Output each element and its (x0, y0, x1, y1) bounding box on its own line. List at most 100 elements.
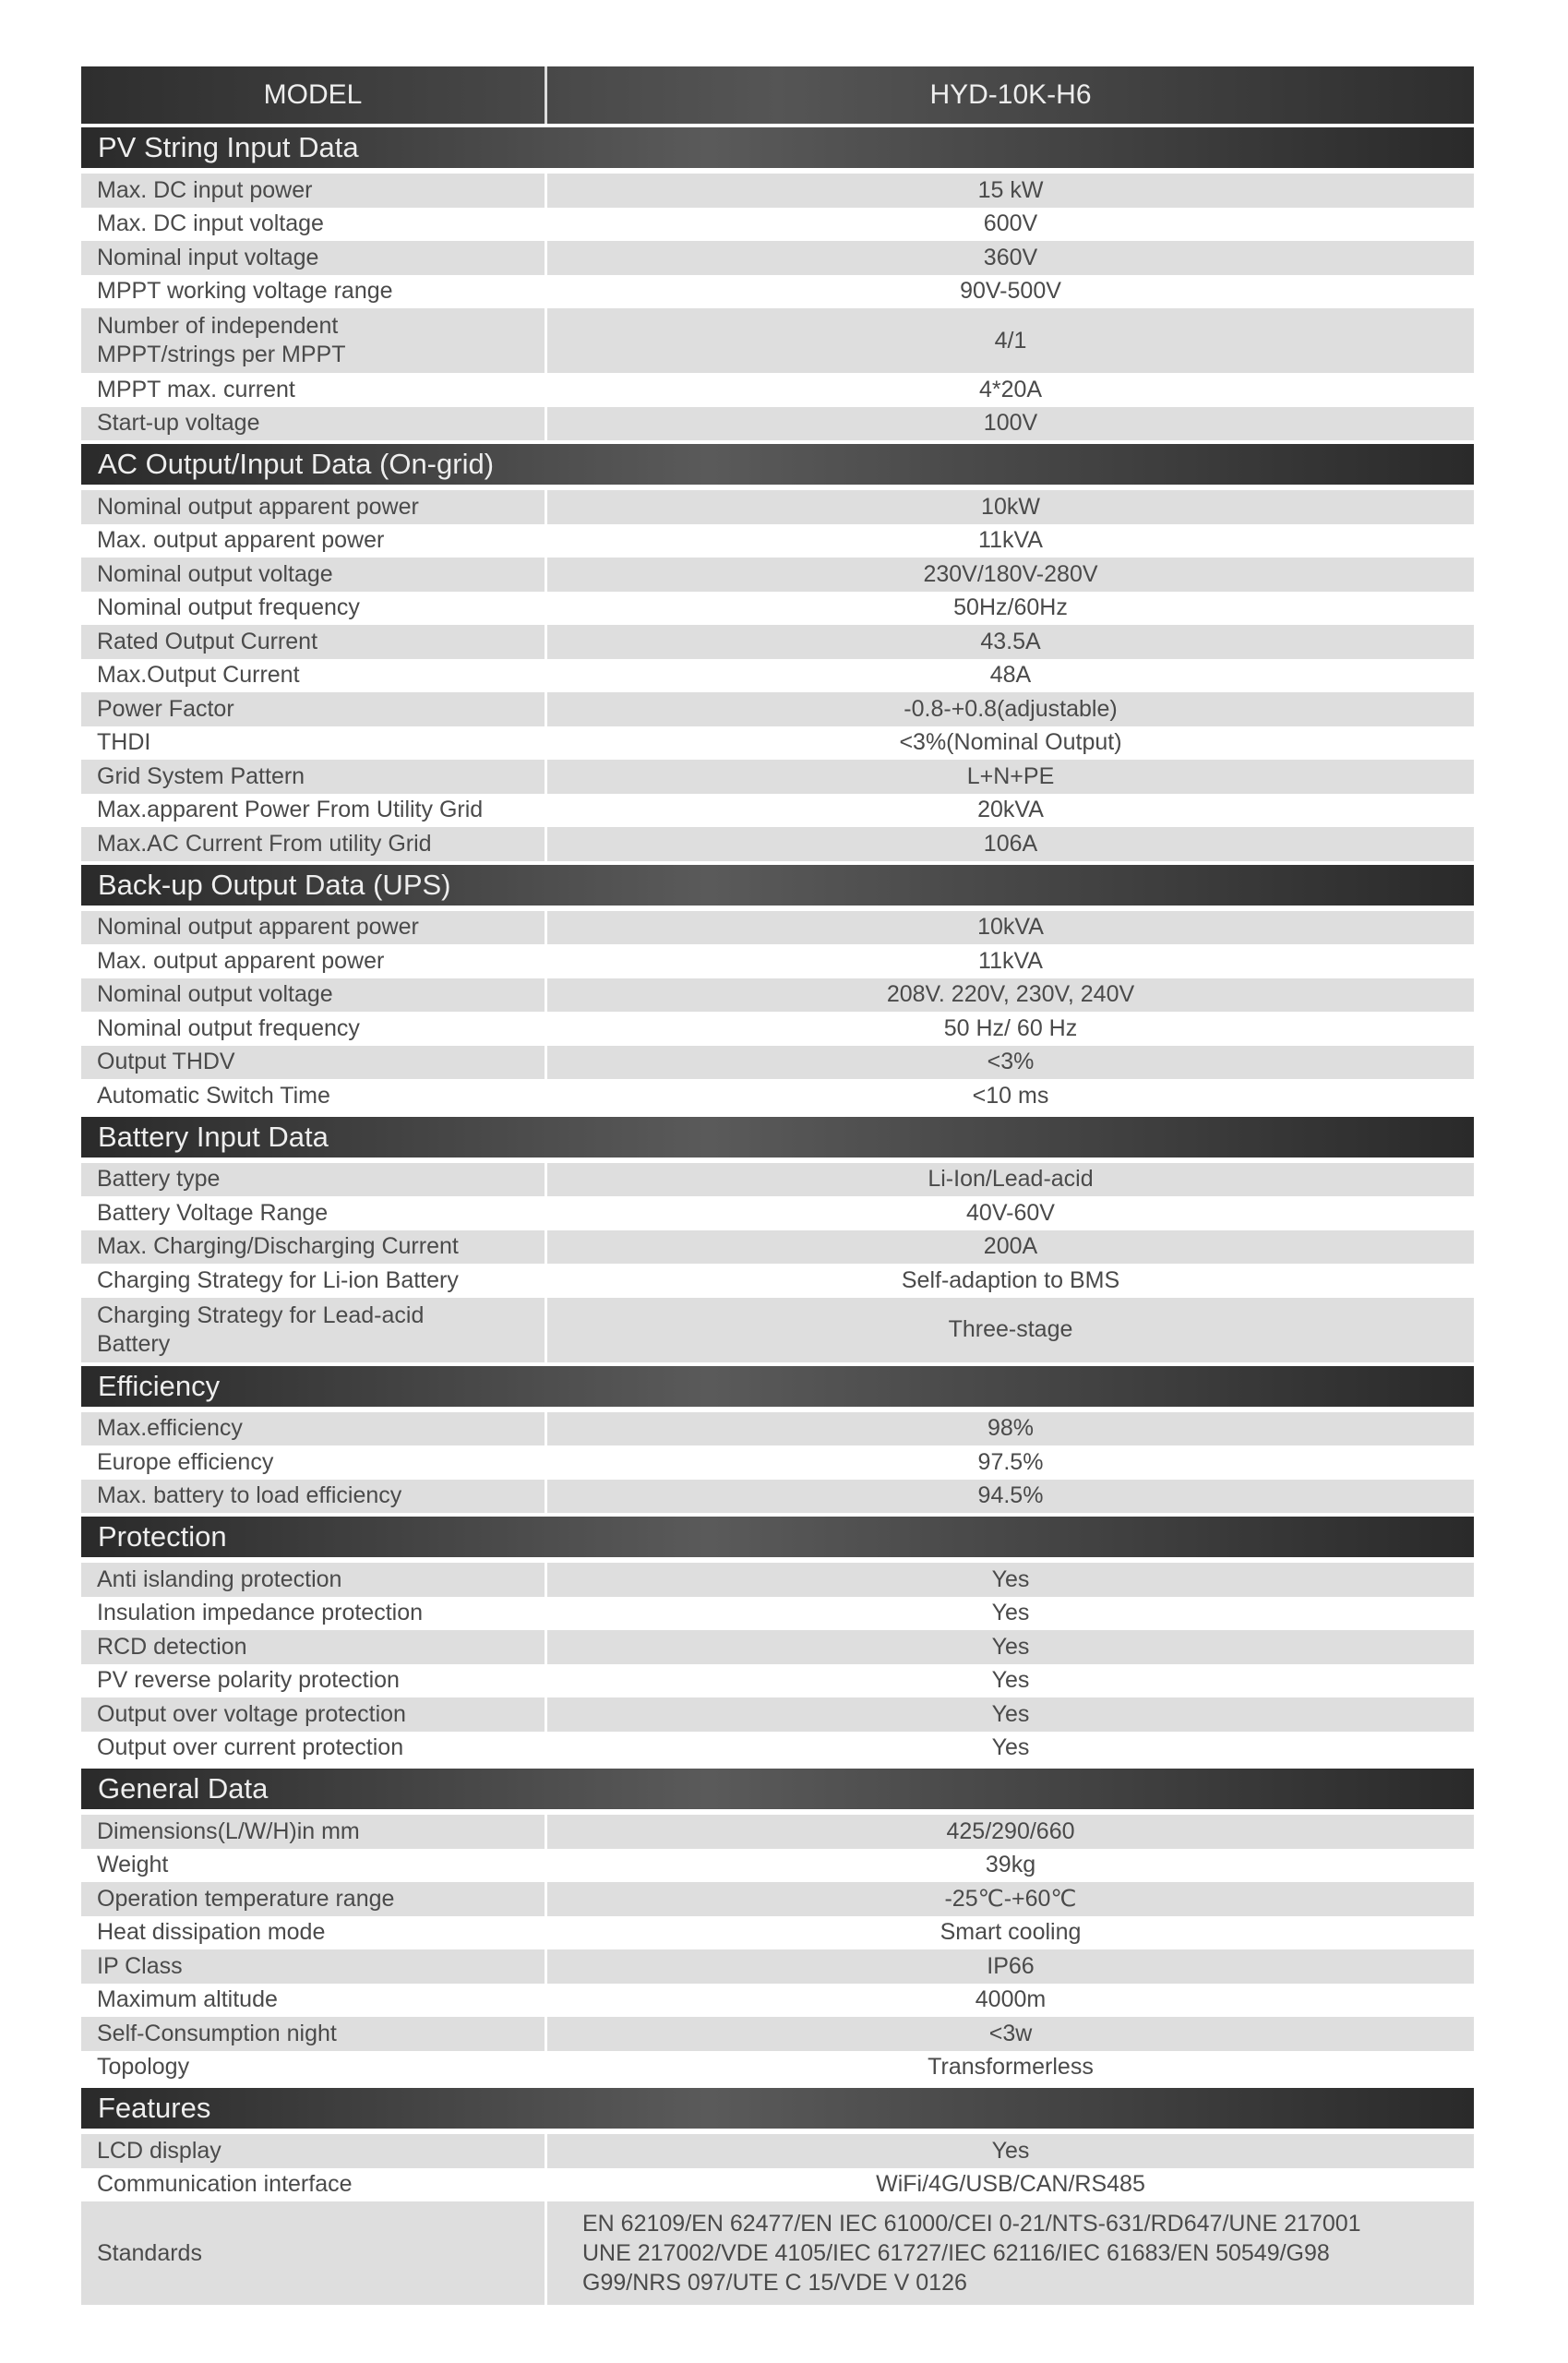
model-header-row: MODEL HYD-10K-H6 (81, 66, 1474, 124)
spec-label: Charging Strategy for Li-ion Battery (81, 1264, 547, 1298)
spec-value: Yes (991, 1667, 1030, 1694)
spec-value: Li-Ion/Lead-acid (928, 1166, 1094, 1193)
spec-value: Three-stage (948, 1316, 1073, 1342)
table-row: Max. DC input power 15 kW (81, 174, 1474, 208)
spec-label: Nominal output apparent power (81, 910, 547, 944)
spec-label: Standards (81, 2201, 547, 2305)
spec-label: Max. DC input voltage (81, 207, 547, 241)
table-row: Max.apparent Power From Utility Grid 20kV… (81, 793, 1474, 827)
table-row: Topology Transformerless (81, 2050, 1474, 2084)
spec-label: Insulation impedance protection (81, 1596, 547, 1630)
table-row: Grid System Pattern L+N+PE (81, 760, 1474, 794)
spec-value: 11kVA (978, 527, 1043, 554)
spec-label: RCD detection (81, 1630, 547, 1664)
spec-label: THDI (81, 726, 547, 760)
spec-label: MPPT max. current (81, 373, 547, 407)
table-row: Output over current protection Yes (81, 1731, 1474, 1765)
spec-label: Nominal output frequency (81, 591, 547, 625)
spec-value: -25℃-+60℃ (944, 1886, 1077, 1913)
table-row: Heat dissipation mode Smart cooling (81, 1915, 1474, 1949)
spec-value: 50Hz/60Hz (953, 594, 1068, 621)
table-row: MPPT working voltage range 90V-500V (81, 274, 1474, 308)
table-row: Nominal output frequency 50Hz/60Hz (81, 591, 1474, 625)
spec-value: 43.5A (980, 628, 1041, 654)
spec-value: 98% (987, 1415, 1035, 1442)
table-row: MPPT max. current 4*20A (81, 373, 1474, 407)
spec-label: Max.AC Current From utility Grid (81, 827, 547, 861)
table-row: Output THDV <3% (81, 1045, 1474, 1079)
spec-value: 10kVA (977, 914, 1044, 941)
spec-label: PV reverse polarity protection (81, 1663, 547, 1697)
spec-value: Yes (991, 1700, 1030, 1727)
section-header: Efficiency (81, 1365, 1474, 1407)
table-row: Nominal input voltage 360V (81, 241, 1474, 275)
table-row: Max. output apparent power 11kVA (81, 523, 1474, 558)
model-value: HYD-10K-H6 (929, 79, 1092, 110)
spec-label: Nominal output voltage (81, 978, 547, 1012)
model-label: MODEL (81, 66, 547, 124)
spec-label: Europe efficiency (81, 1445, 547, 1480)
spec-value: 10kW (981, 493, 1040, 520)
table-row: Max. battery to load efficiency 94.5% (81, 1479, 1474, 1513)
spec-value: 40V-60V (966, 1199, 1055, 1226)
table-row: RCD detection Yes (81, 1630, 1474, 1664)
section-header: Back-up Output Data (UPS) (81, 864, 1474, 906)
spec-value: 230V/180V-280V (923, 560, 1098, 587)
spec-value: 360V (983, 244, 1038, 270)
spec-value: 4/1 (994, 327, 1027, 354)
spec-label: Topology (81, 2050, 547, 2084)
spec-label: Grid System Pattern (81, 760, 547, 794)
table-row: Max. output apparent power 11kVA (81, 944, 1474, 978)
spec-value: 425/290/660 (946, 1817, 1075, 1844)
spec-value: Transformerless (928, 2054, 1094, 2081)
spec-label: Dimensions(L/W/H)in mm (81, 1815, 547, 1849)
spec-label: Anti islanding protection (81, 1563, 547, 1597)
table-row: Battery Voltage Range 40V-60V (81, 1196, 1474, 1230)
table-row: Nominal output voltage 230V/180V-280V (81, 558, 1474, 592)
table-row: Automatic Switch Time <10 ms (81, 1079, 1474, 1113)
spec-value: EN 62109/EN 62477/EN IEC 61000/CEI 0-21/… (582, 2211, 1361, 2296)
spec-value: <3w (988, 2020, 1033, 2046)
spec-value: 50 Hz/ 60 Hz (943, 1014, 1078, 1041)
spec-value: Yes (991, 2137, 1030, 2164)
spec-value: Yes (991, 1565, 1030, 1592)
spec-label: Heat dissipation mode (81, 1915, 547, 1949)
spec-value: Yes (991, 1633, 1030, 1660)
spec-value: Yes (991, 1734, 1030, 1761)
spec-value: 200A (983, 1233, 1038, 1260)
table-row: Dimensions(L/W/H)in mm 425/290/660 (81, 1815, 1474, 1849)
spec-label: Self-Consumption night (81, 2017, 547, 2051)
table-row: Weight 39kg (81, 1848, 1474, 1882)
table-row: Output over voltage protection Yes (81, 1697, 1474, 1732)
table-row: Max. Charging/Discharging Current 200A (81, 1229, 1474, 1264)
spec-value: WiFi/4G/USB/CAN/RS485 (876, 2171, 1145, 2198)
spec-value: 600V (983, 210, 1038, 237)
spec-label: Max. battery to load efficiency (81, 1479, 547, 1513)
spec-value: 90V-500V (960, 278, 1061, 305)
spec-label: Charging Strategy for Lead-acid Battery (81, 1297, 547, 1362)
spec-value: 97.5% (977, 1448, 1044, 1475)
spec-value: L+N+PE (966, 762, 1055, 789)
spec-label: Output over voltage protection (81, 1697, 547, 1732)
table-row: Max.AC Current From utility Grid 106A (81, 827, 1474, 861)
table-row: Self-Consumption night <3w (81, 2017, 1474, 2051)
section-header: Features (81, 2088, 1474, 2129)
spec-value: <10 ms (972, 1082, 1049, 1109)
spec-value: 48A (989, 662, 1032, 689)
spec-label: Rated Output Current (81, 625, 547, 659)
spec-value: 15 kW (977, 176, 1044, 203)
spec-label: MPPT working voltage range (81, 274, 547, 308)
spec-label: Power Factor (81, 692, 547, 726)
spec-label: Nominal input voltage (81, 241, 547, 275)
spec-label: Start-up voltage (81, 406, 547, 440)
spec-label: LCD display (81, 2134, 547, 2168)
spec-label: Max.apparent Power From Utility Grid (81, 793, 547, 827)
table-row: Operation temperature range -25℃-+60℃ (81, 1882, 1474, 1916)
table-row: Communication interface WiFi/4G/USB/CAN/R… (81, 2167, 1474, 2201)
table-row: Nominal output voltage 208V. 220V, 230V, … (81, 978, 1474, 1012)
spec-table: MODEL HYD-10K-H6 PV String Input Data Max… (81, 66, 1474, 2305)
spec-value: 106A (983, 830, 1038, 857)
spec-value: 100V (983, 410, 1038, 437)
spec-value: 208V. 220V, 230V, 240V (886, 981, 1135, 1008)
spec-label: Nominal output voltage (81, 558, 547, 592)
